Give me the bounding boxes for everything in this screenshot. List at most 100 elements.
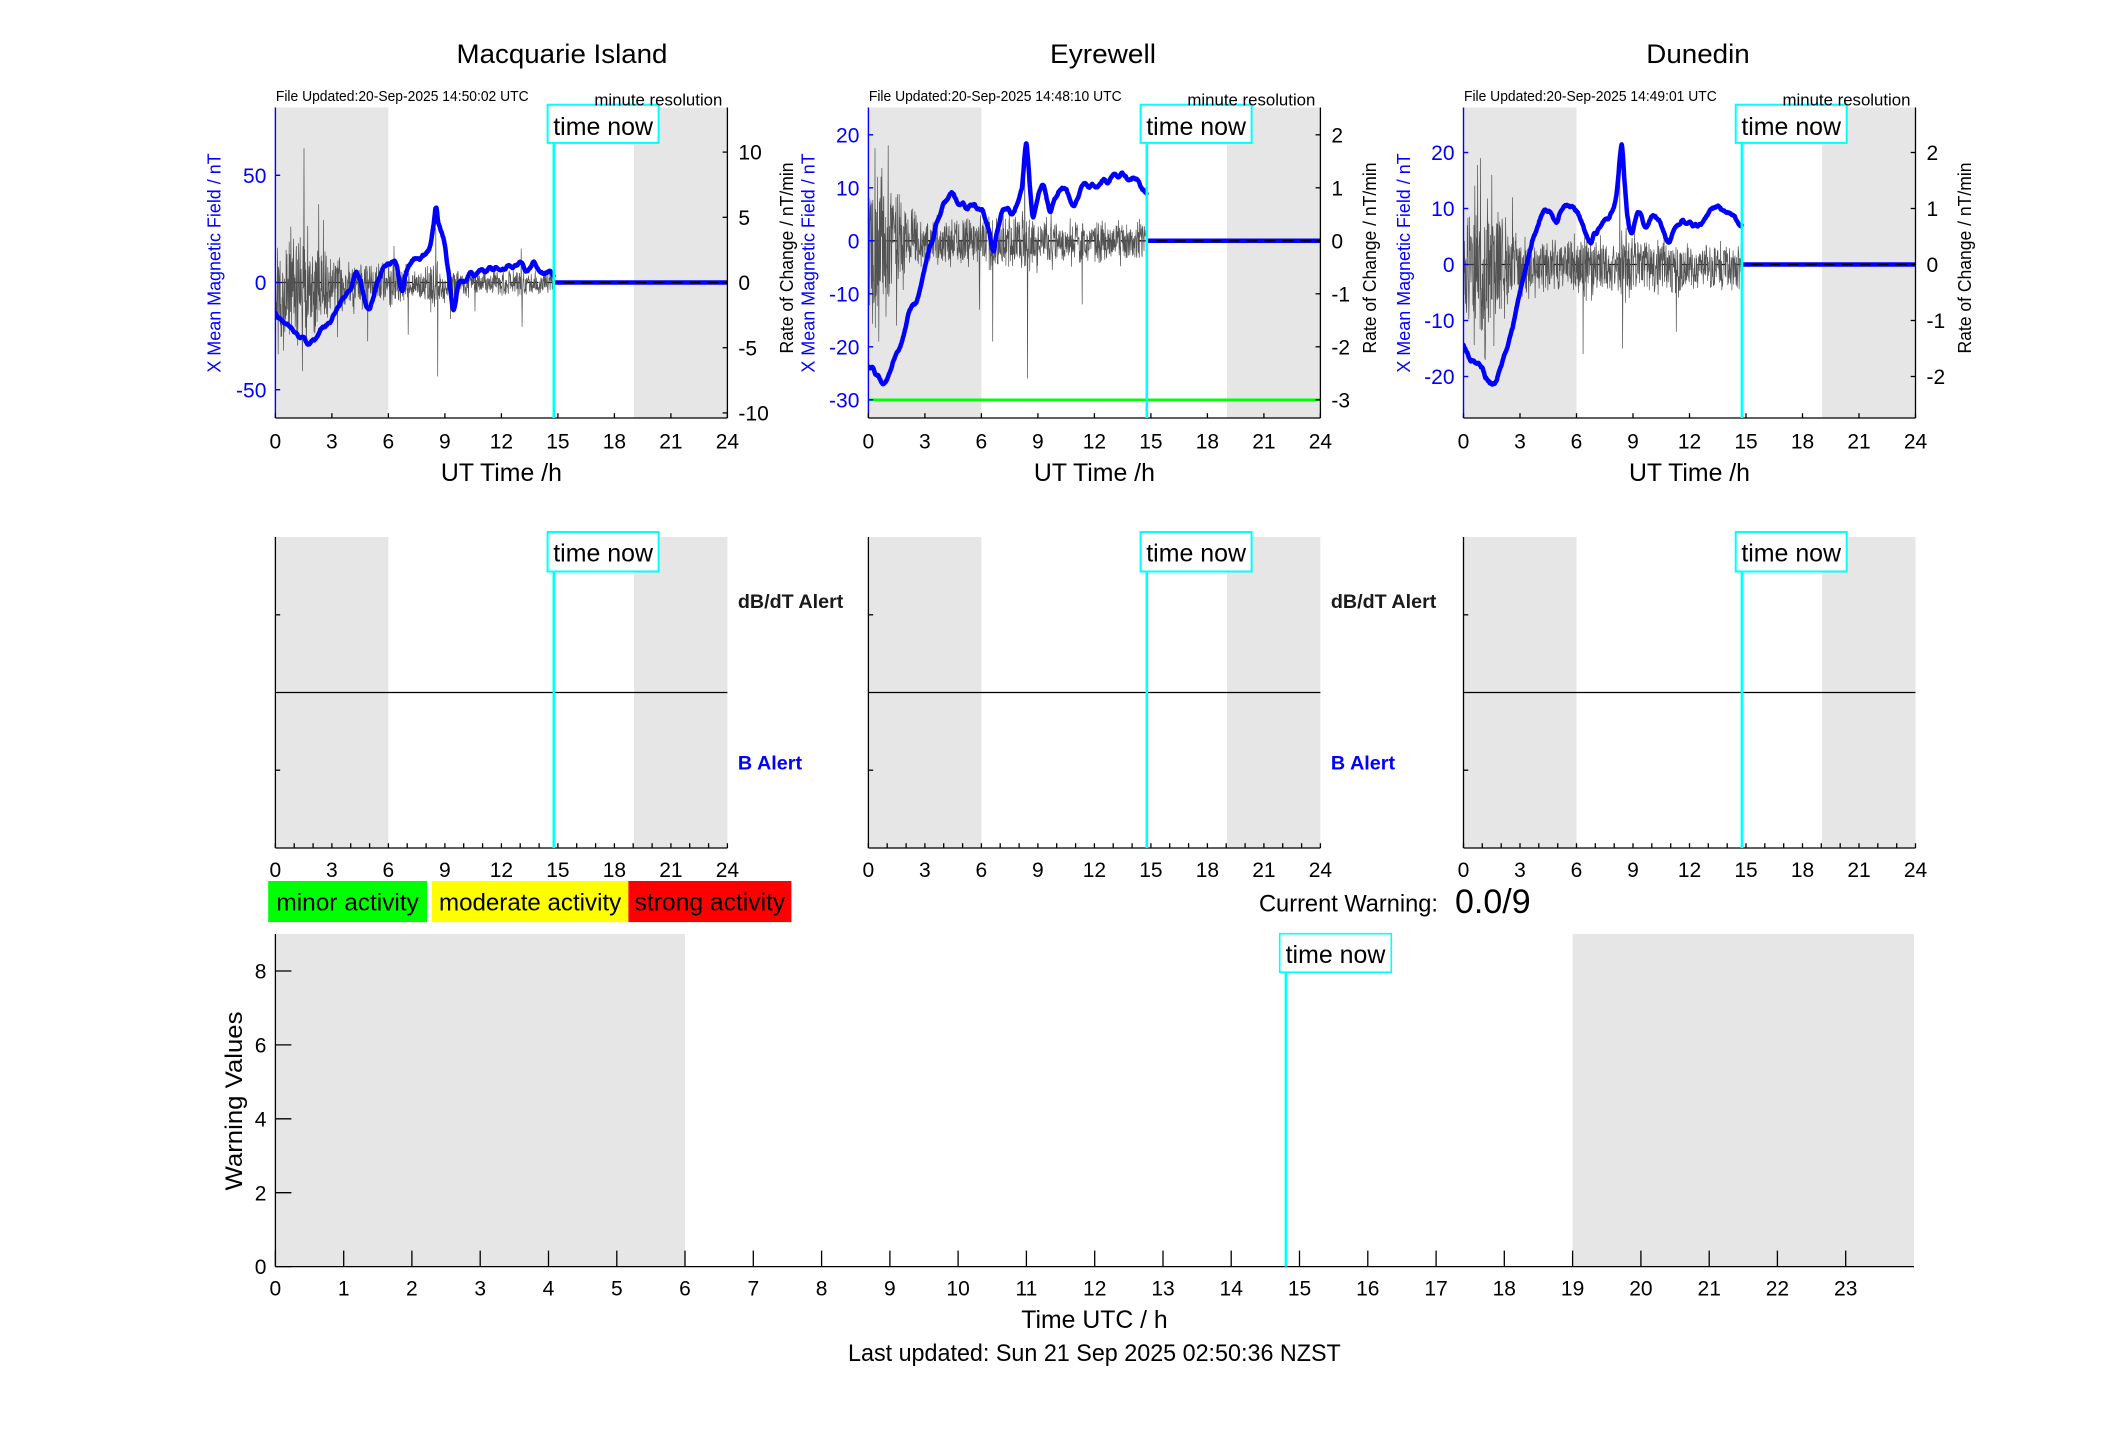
svg-text:6: 6 [976,859,988,882]
svg-text:6: 6 [255,1035,267,1058]
svg-text:Time UTC / h: Time UTC / h [1021,1307,1167,1334]
svg-text:-20: -20 [829,336,859,359]
svg-text:Current Warning:: Current Warning: [1259,892,1438,918]
svg-text:18: 18 [1196,859,1219,882]
svg-text:3: 3 [1514,859,1526,882]
svg-text:time now: time now [553,540,654,568]
svg-text:4: 4 [255,1108,267,1131]
svg-text:Rate of Change / nT/min: Rate of Change / nT/min [1954,163,1975,354]
svg-text:9: 9 [1032,859,1044,882]
svg-text:X Mean Magnetic Field / nT: X Mean Magnetic Field / nT [797,153,818,372]
svg-text:2: 2 [406,1277,418,1300]
svg-text:0: 0 [863,859,875,882]
svg-text:10: 10 [836,177,859,200]
svg-text:minor activity: minor activity [276,890,419,917]
svg-text:21: 21 [1252,859,1275,882]
svg-text:19: 19 [1561,1277,1584,1300]
svg-text:12: 12 [1083,859,1106,882]
svg-text:3: 3 [326,859,338,882]
svg-text:-50: -50 [236,379,266,402]
svg-text:10: 10 [1431,198,1454,221]
svg-text:File Updated:20-Sep-2025 14:49: File Updated:20-Sep-2025 14:49:01 UTC [1464,89,1717,105]
svg-text:12: 12 [1083,1277,1106,1300]
svg-text:6: 6 [383,859,395,882]
svg-text:21: 21 [1847,431,1870,454]
svg-text:0: 0 [738,272,750,295]
svg-text:11: 11 [1015,1277,1037,1300]
svg-text:24: 24 [716,859,740,882]
svg-text:6: 6 [679,1277,691,1300]
svg-text:3: 3 [919,859,931,882]
svg-text:6: 6 [383,431,395,454]
svg-text:12: 12 [490,431,513,454]
svg-text:21: 21 [1698,1277,1721,1300]
svg-text:0: 0 [863,431,875,454]
svg-text:9: 9 [1627,431,1639,454]
svg-text:-3: -3 [1331,389,1350,412]
svg-text:-10: -10 [829,283,859,306]
svg-text:0.0/9: 0.0/9 [1455,883,1531,921]
svg-text:minute resolution: minute resolution [594,91,722,110]
svg-text:6: 6 [976,431,988,454]
svg-text:15: 15 [1139,859,1162,882]
svg-text:-5: -5 [738,337,757,360]
svg-text:6: 6 [1571,859,1583,882]
svg-text:X Mean Magnetic Field / nT: X Mean Magnetic Field / nT [1393,153,1414,372]
svg-text:18: 18 [1493,1277,1516,1300]
svg-text:24: 24 [1904,431,1928,454]
svg-text:0: 0 [270,1277,282,1300]
svg-text:5: 5 [738,207,750,230]
svg-text:-1: -1 [1331,283,1350,306]
svg-text:10: 10 [738,142,761,165]
svg-text:20: 20 [1629,1277,1652,1300]
svg-text:Rate of Change / nT/min: Rate of Change / nT/min [1359,163,1380,354]
svg-text:15: 15 [1139,431,1162,454]
svg-text:23: 23 [1834,1277,1857,1300]
svg-text:strong activity: strong activity [635,890,786,917]
svg-text:21: 21 [1847,859,1870,882]
svg-text:0: 0 [848,230,860,253]
svg-text:time now: time now [1741,113,1842,141]
svg-text:dB/dT Alert: dB/dT Alert [1331,591,1437,613]
svg-text:time now: time now [1146,113,1247,141]
svg-text:12: 12 [490,859,513,882]
svg-text:8: 8 [816,1277,828,1300]
svg-text:21: 21 [659,431,682,454]
svg-text:15: 15 [546,859,569,882]
svg-text:0: 0 [1927,254,1939,277]
svg-text:time now: time now [1741,540,1842,568]
svg-text:4: 4 [543,1277,555,1300]
svg-text:9: 9 [439,859,451,882]
svg-text:15: 15 [1288,1277,1311,1300]
svg-text:24: 24 [1904,859,1928,882]
svg-text:50: 50 [243,165,266,188]
svg-text:B Alert: B Alert [1331,752,1396,774]
svg-text:Dunedin: Dunedin [1646,39,1749,69]
svg-text:-2: -2 [1331,336,1350,359]
svg-text:18: 18 [603,431,626,454]
svg-text:9: 9 [884,1277,896,1300]
svg-text:0: 0 [255,272,267,295]
svg-text:3: 3 [326,431,338,454]
svg-text:3: 3 [1514,431,1526,454]
svg-text:Warning Values: Warning Values [221,1012,248,1191]
svg-text:Rate of Change / nT/min: Rate of Change / nT/min [776,163,797,354]
svg-text:0: 0 [255,1256,267,1279]
svg-text:2: 2 [1331,124,1343,147]
svg-text:10: 10 [946,1277,969,1300]
svg-text:0: 0 [270,431,282,454]
svg-text:-2: -2 [1927,366,1946,389]
svg-text:0: 0 [1331,230,1343,253]
svg-text:21: 21 [659,859,682,882]
svg-text:13: 13 [1151,1277,1174,1300]
svg-text:5: 5 [611,1277,623,1300]
svg-text:12: 12 [1678,431,1701,454]
svg-text:15: 15 [1734,431,1757,454]
svg-text:1: 1 [1927,198,1939,221]
svg-text:16: 16 [1356,1277,1379,1300]
svg-text:UT Time /h: UT Time /h [1629,460,1750,487]
svg-text:0: 0 [270,859,282,882]
svg-text:-30: -30 [829,389,859,412]
svg-text:2: 2 [255,1182,267,1205]
svg-text:time now: time now [1146,540,1247,568]
